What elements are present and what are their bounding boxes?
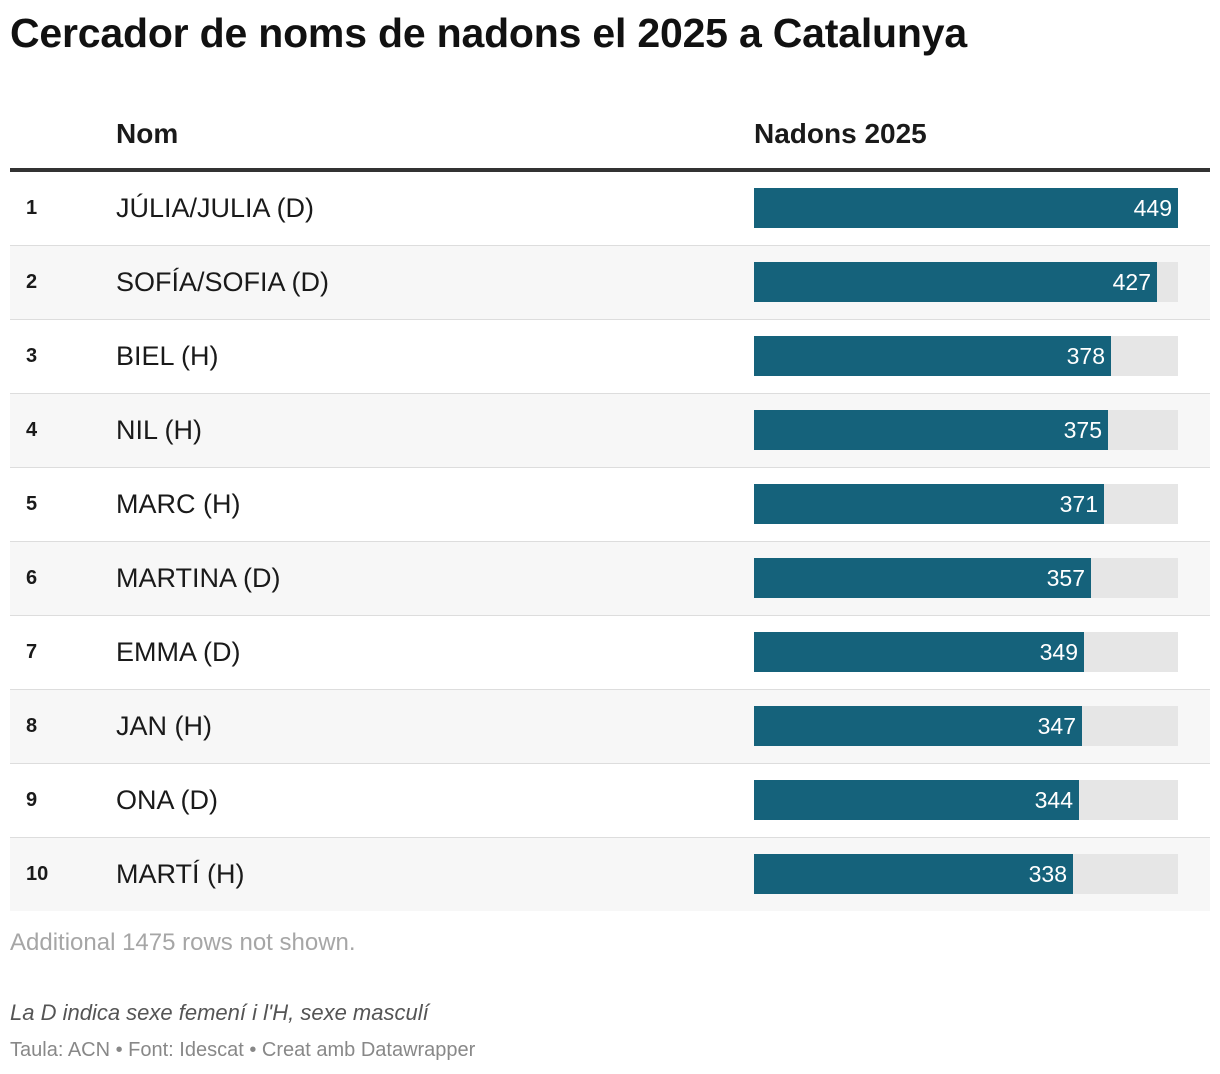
bar-value-label: 338 — [1028, 861, 1067, 887]
row-rank: 1 — [26, 197, 38, 219]
row-name: SOFÍA/SOFIA (D) — [116, 267, 330, 297]
column-header-name[interactable]: Nom — [116, 118, 179, 149]
footnote: La D indica sexe femení i l'H, sexe masc… — [10, 1000, 429, 1025]
bar-value-label: 371 — [1059, 491, 1098, 517]
bar-track: 375 — [754, 410, 1178, 450]
row-rank: 2 — [26, 271, 38, 293]
bar: 427 — [754, 262, 1157, 302]
bar-value-label: 427 — [1112, 269, 1151, 295]
table-row[interactable]: 2 SOFÍA/SOFIA (D) 427 — [10, 246, 1210, 320]
bar-value-label: 357 — [1046, 565, 1085, 591]
more-rows-note: Additional 1475 rows not shown. — [10, 929, 356, 956]
table-body: 1 JÚLIA/JULIA (D) 449 2 SOFÍA/SOFIA (D) 427 3 B… — [10, 172, 1210, 911]
bar-track: 449 — [754, 188, 1178, 228]
row-rank: 10 — [26, 863, 49, 885]
row-rank: 3 — [26, 345, 38, 367]
bar: 347 — [754, 706, 1082, 746]
bar-track: 347 — [754, 706, 1178, 746]
bar-value-label: 378 — [1066, 343, 1105, 369]
bar-track: 371 — [754, 484, 1178, 524]
row-rank: 9 — [26, 789, 38, 811]
bar-value-label: 344 — [1034, 787, 1073, 813]
row-rank: 6 — [26, 567, 38, 589]
bar: 371 — [754, 484, 1104, 524]
row-rank: 8 — [26, 715, 38, 737]
bar: 338 — [754, 854, 1073, 894]
row-name: ONA (D) — [116, 785, 219, 815]
bar: 344 — [754, 780, 1079, 820]
table-row[interactable]: 3 BIEL (H) 378 — [10, 320, 1210, 394]
bar-value-label: 449 — [1133, 195, 1172, 221]
row-name: MARC (H) — [116, 489, 241, 519]
table-header: Nom Nadons 2025 — [10, 104, 1210, 172]
bar-track: 378 — [754, 336, 1178, 376]
table-row[interactable]: 1 JÚLIA/JULIA (D) 449 — [10, 172, 1210, 246]
bar-track: 427 — [754, 262, 1178, 302]
row-rank: 5 — [26, 493, 38, 515]
row-name: EMMA (D) — [116, 637, 241, 667]
bar-value-label: 347 — [1037, 713, 1076, 739]
bar: 378 — [754, 336, 1111, 376]
bar: 449 — [754, 188, 1178, 228]
row-rank: 4 — [26, 419, 38, 441]
bar: 357 — [754, 558, 1091, 598]
table-row[interactable]: 6 MARTINA (D) 357 — [10, 542, 1210, 616]
source-credit: Taula: ACN • Font: Idescat • Creat amb D… — [10, 1039, 476, 1061]
column-header-value[interactable]: Nadons 2025 — [754, 118, 927, 149]
bar-track: 349 — [754, 632, 1178, 672]
row-name: JAN (H) — [116, 711, 212, 741]
table-row[interactable]: 9 ONA (D) 344 — [10, 764, 1210, 838]
row-name: NIL (H) — [116, 415, 202, 445]
row-name: MARTÍ (H) — [116, 859, 245, 889]
chart-title: Cercador de noms de nadons el 2025 a Cat… — [10, 10, 967, 56]
bar: 349 — [754, 632, 1084, 672]
table-row[interactable]: 4 NIL (H) 375 — [10, 394, 1210, 468]
table-row[interactable]: 7 EMMA (D) 349 — [10, 616, 1210, 690]
row-name: MARTINA (D) — [116, 563, 281, 593]
table-row[interactable]: 8 JAN (H) 347 — [10, 690, 1210, 764]
bar-value-label: 349 — [1039, 639, 1078, 665]
row-name: BIEL (H) — [116, 341, 219, 371]
bar-value-label: 375 — [1063, 417, 1102, 443]
row-rank: 7 — [26, 641, 38, 663]
bar-track: 357 — [754, 558, 1178, 598]
table-row[interactable]: 5 MARC (H) 371 — [10, 468, 1210, 542]
bar-track: 344 — [754, 780, 1178, 820]
bar-track: 338 — [754, 854, 1178, 894]
row-name: JÚLIA/JULIA (D) — [116, 193, 315, 223]
table-row[interactable]: 10 MARTÍ (H) 338 — [10, 838, 1210, 911]
bar: 375 — [754, 410, 1108, 450]
